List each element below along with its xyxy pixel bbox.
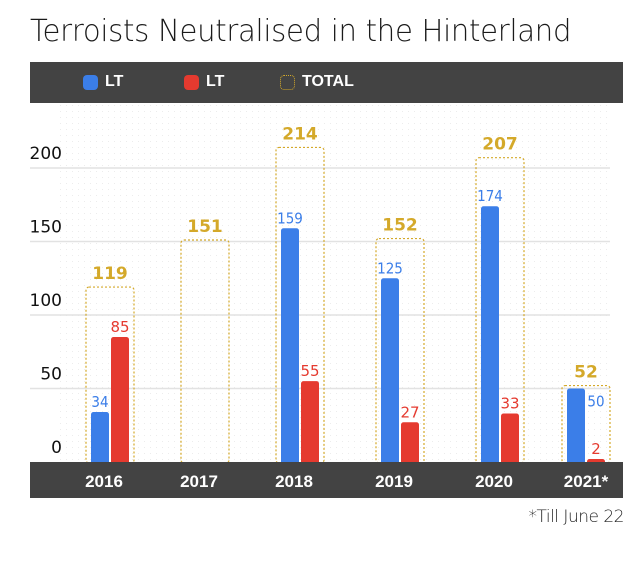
bars: 119 34 85 151 214 159 55 152 125 27 207 174 33 52 50 2 <box>85 124 611 465</box>
x-tick-label: 2020 <box>475 472 513 491</box>
total-value-label: 52 <box>574 363 598 383</box>
red-square-icon <box>184 74 199 90</box>
x-tick-label: 2019 <box>375 472 413 491</box>
total-value-label: 152 <box>382 216 418 236</box>
y-tick-label: 150 <box>30 218 62 238</box>
total-value-label: 214 <box>282 124 318 144</box>
x-tick-label: 2018 <box>275 472 313 491</box>
legend-label: TOTAL <box>302 73 354 90</box>
blue-value-label: 50 <box>587 393 604 411</box>
total-outline-bar <box>375 237 425 464</box>
red-bar <box>501 413 519 465</box>
legend: LT LT TOTAL <box>30 62 623 103</box>
red-bar <box>111 337 129 465</box>
dotted-outline-square-icon <box>280 74 295 90</box>
blue-value-label: 159 <box>277 209 303 227</box>
blue-square-icon <box>83 74 98 90</box>
blue-value-label: 174 <box>477 187 503 205</box>
y-tick-label: 200 <box>30 144 62 164</box>
total-outline-bar <box>85 286 135 464</box>
total-outline-bar <box>561 384 611 464</box>
blue-bar <box>281 228 299 465</box>
total-value-label: 207 <box>482 135 518 155</box>
total-value-label: 151 <box>187 217 223 237</box>
y-axis: 0 50 100 150 200 <box>30 144 62 458</box>
blue-bar <box>91 412 109 465</box>
red-value-label: 2 <box>591 440 601 458</box>
legend-item-total: TOTAL <box>280 73 354 91</box>
x-tick-label: 2017 <box>180 472 218 491</box>
total-value-label: 119 <box>92 264 128 284</box>
total-outline-bar <box>475 157 525 464</box>
plot-background <box>60 105 610 462</box>
legend-label: LT <box>206 73 225 90</box>
x-axis-bar: 2016 2017 2018 2019 2020 2021* <box>30 462 623 498</box>
blue-bar <box>567 388 585 465</box>
blue-value-label: 125 <box>377 259 403 277</box>
y-tick-label: 0 <box>51 438 62 458</box>
chart-title: Terroists Neutralised in the Hinterland <box>30 14 572 49</box>
blue-value-label: 34 <box>91 393 108 411</box>
red-value-label: 27 <box>400 403 419 421</box>
blue-bar <box>381 278 399 465</box>
x-tick-label: 2021* <box>564 472 609 491</box>
y-tick-label: 50 <box>40 365 62 385</box>
red-bar <box>301 381 319 465</box>
x-tick-label: 2016 <box>85 472 123 491</box>
blue-bar <box>481 206 499 465</box>
legend-item-lt-red: LT <box>184 73 224 91</box>
x-axis: 2016 2017 2018 2019 2020 2021* <box>85 472 609 491</box>
footnote: *Till June 22 <box>528 507 625 527</box>
legend-item-lt-blue: LT <box>83 73 123 91</box>
legend-label: LT <box>105 73 124 90</box>
red-value-label: 55 <box>300 362 319 380</box>
red-value-label: 33 <box>500 394 519 412</box>
red-bar <box>401 422 419 465</box>
gridlines <box>30 167 610 390</box>
red-value-label: 85 <box>110 318 129 336</box>
y-tick-label: 100 <box>30 291 62 311</box>
chart-plot: 0 50 100 150 200 119 34 85 151 214 159 55 152 125 27 2… <box>30 105 611 465</box>
